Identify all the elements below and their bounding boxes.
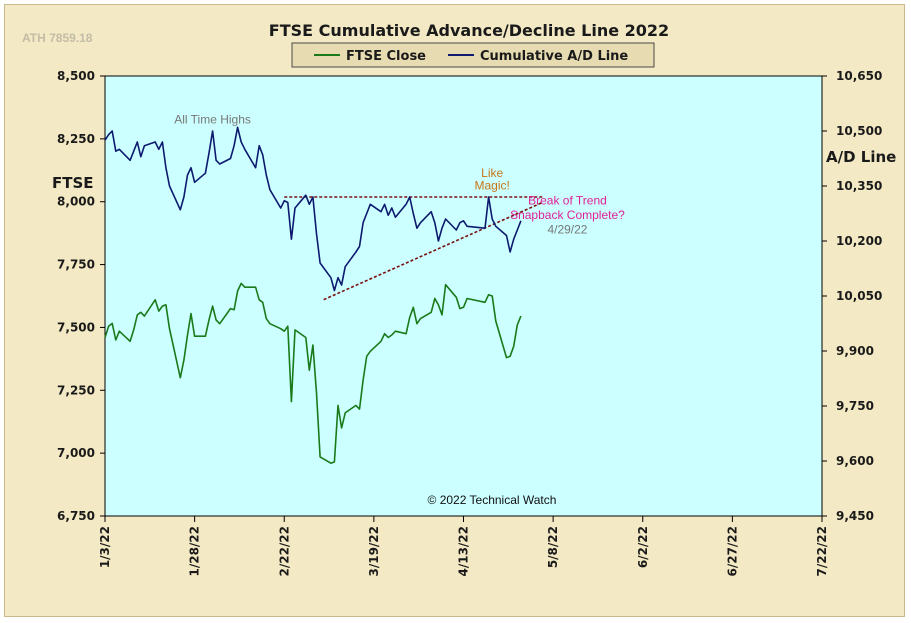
x-axis-tick-label: 6/27/22 — [725, 526, 739, 577]
right-axis-tick-label: 10,650 — [836, 69, 882, 83]
left-axis-tick-label: 8,500 — [57, 69, 95, 83]
annotation-text: Break of Trend — [528, 193, 607, 207]
right-axis-tick-label: 10,050 — [836, 289, 882, 303]
legend-label-ad-line: Cumulative A/D Line — [480, 49, 628, 64]
left-axis-tick-label: 7,500 — [57, 320, 95, 334]
annotation-text: All Time Highs — [174, 113, 251, 127]
copyright-text: © 2022 Technical Watch — [428, 493, 557, 507]
right-axis-tick-label: 10,500 — [836, 124, 882, 138]
left-axis-tick-label: 8,250 — [57, 132, 95, 146]
right-axis-label: A/D Line — [826, 148, 896, 166]
left-axis-tick-label: 7,000 — [57, 446, 95, 460]
right-axis-tick-label: 9,750 — [836, 399, 874, 413]
left-axis-tick-label: 7,250 — [57, 383, 95, 397]
legend-label-ftse-close: FTSE Close — [346, 49, 426, 64]
x-axis-tick-label: 1/3/22 — [98, 526, 112, 568]
x-axis-tick-label: 1/28/22 — [188, 526, 202, 577]
trendlines — [284, 196, 543, 301]
annotation-text: Snapback Complete? — [510, 208, 625, 222]
right-axis-tick-label: 9,450 — [836, 509, 874, 523]
x-axis-tick-label: 7/22/22 — [815, 526, 829, 577]
x-axis-tick-label: 5/8/22 — [546, 526, 560, 568]
x-axis-tick-label: 4/13/22 — [457, 526, 471, 577]
right-axis-tick-label: 9,900 — [836, 344, 874, 358]
x-axis-tick-label: 6/2/22 — [636, 526, 650, 568]
ath-label: ATH 7859.18 — [22, 31, 93, 45]
x-axis-tick-label: 2/22/22 — [277, 526, 291, 577]
annotation-text: 4/29/22 — [547, 223, 587, 237]
left-axis-label: FTSE — [52, 174, 94, 192]
series-lines — [104, 126, 522, 465]
annotation-text: Like — [481, 166, 503, 180]
right-axis-tick-label: 10,200 — [836, 234, 882, 248]
legend: FTSE Close Cumulative A/D Line — [291, 42, 655, 68]
plot-area — [104, 75, 823, 517]
annotation-text: Magic! — [475, 179, 510, 193]
series-line-ftse-close — [104, 282, 522, 465]
x-axis-tick-label: 3/19/22 — [367, 526, 381, 577]
axes-ticks: 6,750 7,000 7,250 7,500 7,750 8,000 8,250 8,500… — [57, 69, 882, 577]
left-axis-tick-label: 7,750 — [57, 258, 95, 272]
series-line-ad-line — [104, 126, 522, 292]
left-axis-tick-label: 8,000 — [57, 195, 95, 209]
right-axis-tick-label: 10,350 — [836, 179, 882, 193]
chart-title: FTSE Cumulative Advance/Decline Line 202… — [269, 21, 669, 40]
right-axis-tick-label: 9,600 — [836, 454, 874, 468]
left-axis-tick-label: 6,750 — [57, 509, 95, 523]
